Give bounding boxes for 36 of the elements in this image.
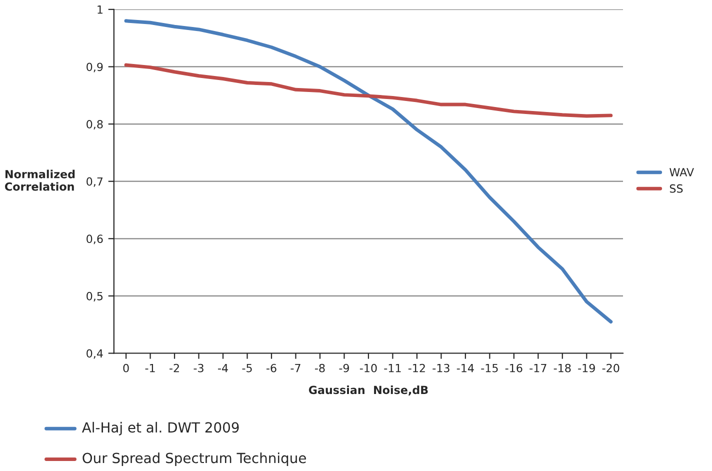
x-tick-label: -4 bbox=[218, 364, 228, 372]
x-tick-label: -19 bbox=[578, 364, 595, 372]
x-tick-label: -2 bbox=[170, 364, 179, 372]
y-tick-label: 1 bbox=[98, 6, 102, 14]
x-tick-label: -1 bbox=[145, 364, 155, 372]
line-series bbox=[124, 19, 613, 324]
y-tick-label: 0,5 bbox=[86, 292, 103, 302]
x-tick-label: -16 bbox=[505, 364, 522, 372]
x-tick-label: -18 bbox=[554, 364, 571, 372]
x-axis-title: Gaussian Noise,dB bbox=[308, 386, 428, 396]
x-tick-label: -14 bbox=[456, 364, 474, 372]
x-tick-label: -6 bbox=[266, 364, 276, 372]
x-tick-label: -5 bbox=[242, 364, 252, 372]
y-tick-label: 0,8 bbox=[86, 120, 103, 130]
y-tick-label: 0,7 bbox=[86, 177, 103, 187]
legend-label: SS bbox=[670, 184, 683, 193]
x-tick-label: -10 bbox=[360, 364, 377, 372]
y-tick-label: 0,9 bbox=[86, 62, 103, 72]
text: Our Spread Spectrum Technique bbox=[82, 452, 306, 466]
x-tick-label: 0 bbox=[123, 364, 129, 372]
x-tick-label: -11 bbox=[384, 364, 401, 372]
x-tick-label: -9 bbox=[339, 364, 349, 372]
x-tick-label: -20 bbox=[602, 364, 620, 372]
x-tick-label: -7 bbox=[290, 364, 300, 372]
y-tick-label: 0,4 bbox=[86, 349, 103, 359]
x-tick-label: -8 bbox=[314, 364, 325, 372]
line-series bbox=[124, 63, 613, 118]
x-tick-label: -17 bbox=[530, 364, 546, 372]
x-tick-label: -3 bbox=[194, 364, 204, 372]
x-tick-label: -12 bbox=[408, 364, 425, 372]
y-tick-label: 0,6 bbox=[86, 234, 103, 244]
legend-label: WAV bbox=[670, 168, 694, 176]
x-tick-label: -13 bbox=[432, 364, 450, 372]
text: Al-Haj et al. DWT 2009 bbox=[82, 422, 239, 436]
x-tick-label: -15 bbox=[481, 364, 498, 372]
y-axis-title: Normalized Correlation bbox=[5, 170, 75, 191]
